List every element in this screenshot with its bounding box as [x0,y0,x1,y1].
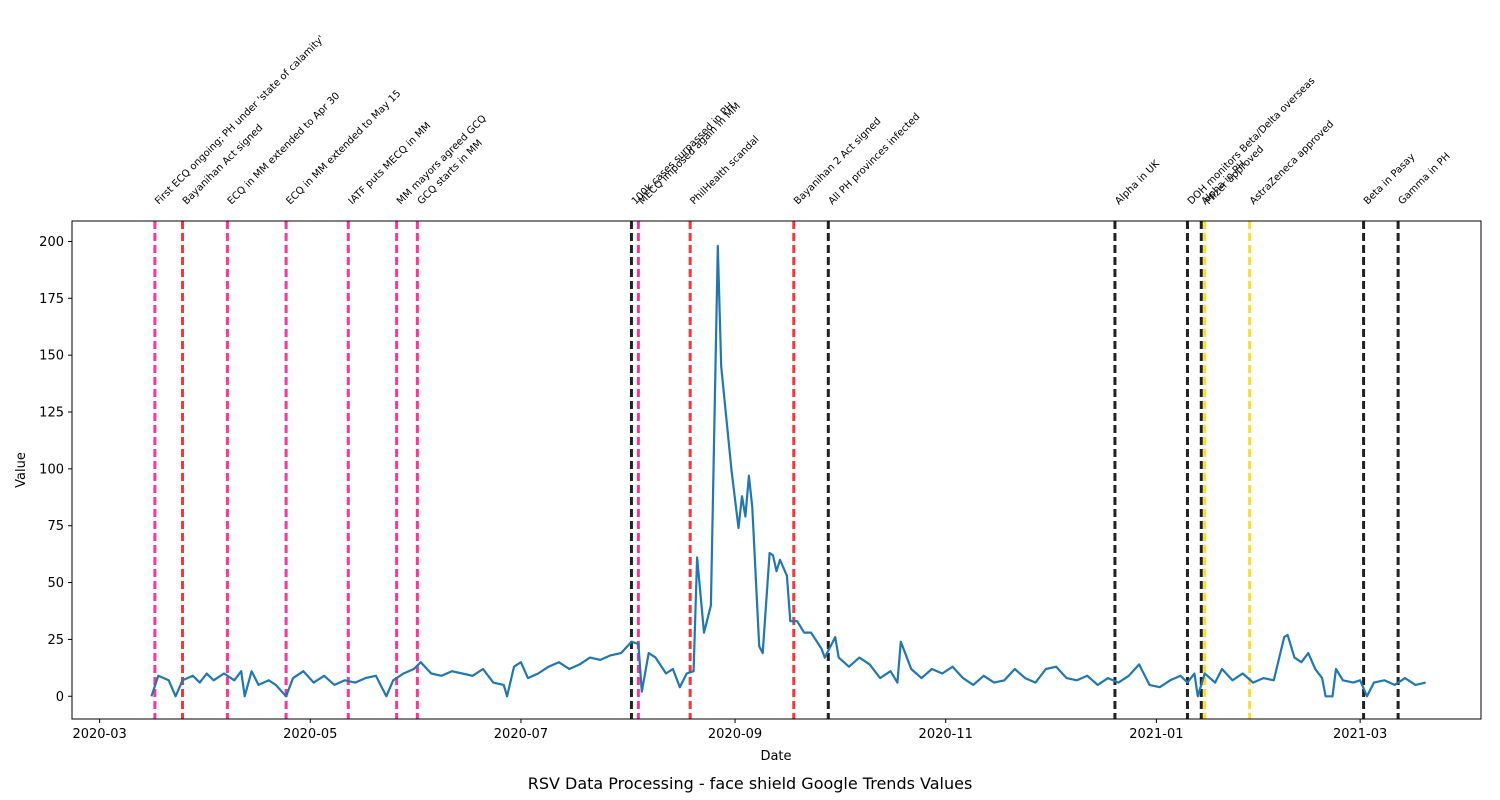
plot-background [72,221,1481,719]
x-tick-label: 2020-11 [919,727,973,742]
x-tick-label: 2021-01 [1129,727,1183,742]
event-lines [153,221,1400,719]
event-label: First ECQ ongoing; PH under 'state of ca… [153,34,327,208]
x-tick-label: 2021-03 [1333,727,1387,742]
x-axis-label: Date [760,749,791,764]
y-tick-label: 150 [39,349,64,364]
x-tick-label: 2020-09 [708,727,762,742]
y-tick-label: 125 [39,406,64,421]
y-tick-label: 25 [47,633,64,648]
event-label: Alpha in UK [1113,158,1162,207]
event-label: MM mayors agreed GCQ [395,113,489,207]
y-tick-label: 0 [56,690,64,705]
x-tick-label: 2020-05 [283,727,337,742]
plot-frame [71,220,1482,720]
series-layer [150,244,1426,698]
series-line [150,244,1426,698]
x-axis-ticks: 2020-03 2020-05 2020-07 2020-09 2020-11 2021-… [72,719,1387,742]
chart-title: RSV Data Processing - face shield Google… [528,774,973,793]
y-tick-label: 50 [47,576,64,591]
x-tick-label: 2020-03 [72,727,126,742]
event-labels: First ECQ ongoing; PH under 'state of ca… [153,34,1452,208]
event-label: ECQ in MM extended to May 15 [284,88,403,207]
y-tick-label: 75 [47,519,64,534]
x-tick-label: 2020-07 [494,727,548,742]
event-label: DOH monitors Beta/Delta overseas [1186,76,1318,208]
y-tick-label: 100 [39,462,64,477]
y-axis-label: Value [14,452,29,488]
y-axis-ticks: 0 25 50 75 100 125 150 175 200 [39,235,72,705]
event-label: MECQ imposed again in MM [637,101,743,207]
y-tick-label: 200 [39,235,64,250]
y-tick-label: 175 [39,292,64,307]
